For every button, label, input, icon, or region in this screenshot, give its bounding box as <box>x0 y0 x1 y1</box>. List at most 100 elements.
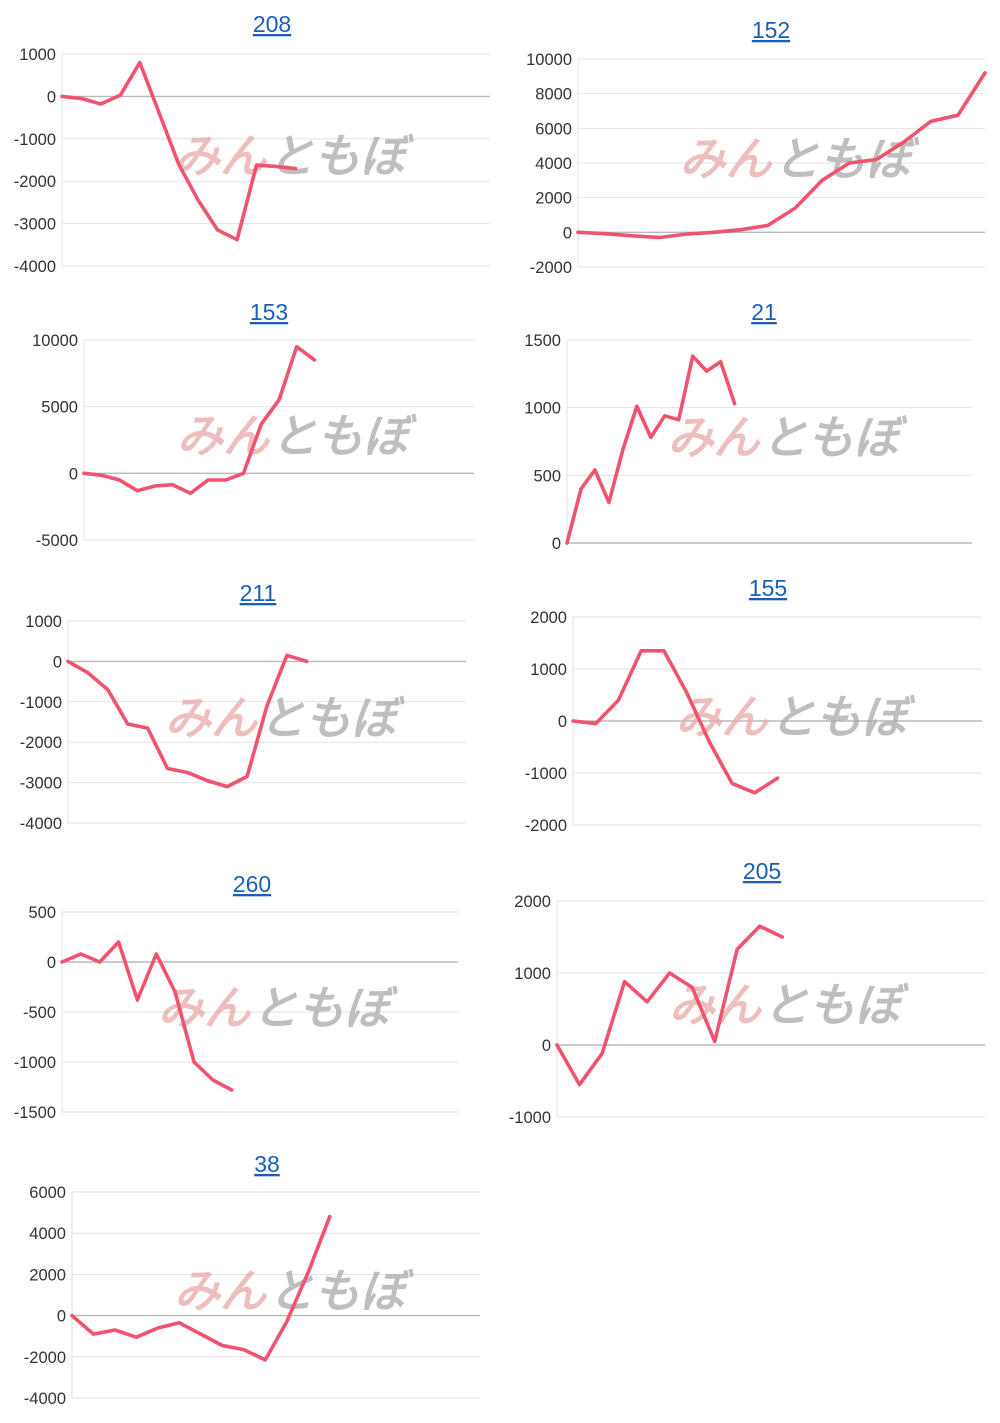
chart-title-link[interactable]: 208 <box>253 11 291 37</box>
data-point <box>713 1039 717 1043</box>
data-point <box>305 659 309 663</box>
chart-panel-38: 6000 4000 2000 0 -2000 -4000 みん ともぼ 38 <box>24 1151 480 1408</box>
y-tick-label: 0 <box>47 88 56 106</box>
y-tick-label: 8000 <box>535 86 572 104</box>
data-point <box>274 164 278 168</box>
chart-title-link[interactable]: 38 <box>254 1151 280 1177</box>
data-point <box>135 998 139 1002</box>
data-point <box>106 688 110 692</box>
data-point <box>690 985 694 989</box>
data-point <box>657 236 661 240</box>
data-point <box>733 402 737 406</box>
y-tick-label: 0 <box>47 954 56 972</box>
data-point <box>154 952 158 956</box>
data-point <box>685 232 689 236</box>
y-tick-label: -4000 <box>14 258 56 276</box>
data-point <box>153 484 157 488</box>
y-tick-label: 0 <box>69 465 78 483</box>
data-point <box>173 990 177 994</box>
chart-title-link[interactable]: 153 <box>250 299 288 325</box>
y-tick-label: -1000 <box>20 694 62 712</box>
series-line-21 <box>565 354 737 545</box>
data-point <box>265 704 269 708</box>
data-point <box>593 468 597 472</box>
y-tick-label: -2000 <box>20 734 62 752</box>
data-point <box>177 162 181 166</box>
data-point <box>739 228 743 232</box>
data-point <box>691 354 695 358</box>
y-tick-label: -5000 <box>36 532 78 550</box>
watermark-logo-part2: ともぼ <box>762 411 908 465</box>
chart-title-link[interactable]: 260 <box>233 871 271 897</box>
data-point <box>594 722 598 726</box>
data-point <box>847 161 851 165</box>
data-point <box>571 719 575 723</box>
series-line-153 <box>82 344 317 496</box>
watermark-logo-part2: ともぼ <box>763 978 909 1032</box>
y-tick-label: -3000 <box>20 775 62 793</box>
data-point <box>166 766 170 770</box>
data-point <box>242 471 246 475</box>
y-tick-label: -1000 <box>525 765 567 783</box>
data-point <box>983 71 987 75</box>
y-tick-label: -1500 <box>14 1104 56 1122</box>
y-tick-label: 1000 <box>514 965 551 983</box>
data-point <box>82 471 86 475</box>
data-point <box>576 230 580 234</box>
y-tick-label: 1000 <box>524 400 561 418</box>
data-point <box>600 1052 604 1056</box>
watermark-logo-part1: みん <box>680 132 774 186</box>
watermark-logo-part2: ともぼ <box>271 409 417 463</box>
data-point <box>635 404 639 408</box>
y-tick-label: -3000 <box>14 216 56 234</box>
chart-title-link[interactable]: 211 <box>240 580 277 606</box>
chart-title-link[interactable]: 152 <box>752 17 790 43</box>
data-point <box>730 781 734 785</box>
chart-title-link[interactable]: 21 <box>751 299 777 325</box>
data-point <box>118 93 122 97</box>
y-tick-label: -4000 <box>24 1390 66 1408</box>
data-point <box>199 1332 203 1336</box>
data-point <box>98 960 102 964</box>
data-point <box>60 960 64 964</box>
data-point <box>735 947 739 951</box>
data-point <box>306 1270 310 1274</box>
data-point <box>196 198 200 202</box>
data-point <box>185 771 189 775</box>
chart-title-link[interactable]: 205 <box>743 858 781 884</box>
data-point <box>555 1043 559 1047</box>
data-point <box>579 487 583 491</box>
data-point <box>259 422 263 426</box>
data-point <box>188 491 192 495</box>
data-point <box>603 232 607 236</box>
data-point <box>156 1326 160 1330</box>
chart-panel-205: 2000 1000 0 -1000 みん ともぼ 205 <box>509 858 985 1127</box>
data-point <box>60 94 64 98</box>
y-tick-label: -1000 <box>14 131 56 149</box>
data-point <box>230 1088 234 1092</box>
y-tick-label: -2000 <box>24 1349 66 1367</box>
y-tick-label: 2000 <box>514 893 551 911</box>
y-tick-label: -2000 <box>14 173 56 191</box>
y-tick-label: 5000 <box>41 399 78 417</box>
data-point <box>565 541 569 545</box>
data-point <box>295 345 299 349</box>
data-point <box>211 1078 215 1082</box>
watermark-logo-part2: ともぼ <box>268 129 414 183</box>
data-point <box>220 1343 224 1347</box>
data-point <box>216 228 220 232</box>
chart-title-link[interactable]: 155 <box>749 575 787 601</box>
data-point <box>171 483 175 487</box>
data-point <box>100 473 104 477</box>
data-point <box>224 478 228 482</box>
y-tick-label: 4000 <box>29 1225 66 1243</box>
data-point <box>312 358 316 362</box>
watermark-logo-part1: みん <box>669 978 763 1032</box>
y-tick-label: 2000 <box>535 190 572 208</box>
series-line-208 <box>60 60 298 242</box>
data-point <box>293 166 297 170</box>
data-point <box>758 924 762 928</box>
